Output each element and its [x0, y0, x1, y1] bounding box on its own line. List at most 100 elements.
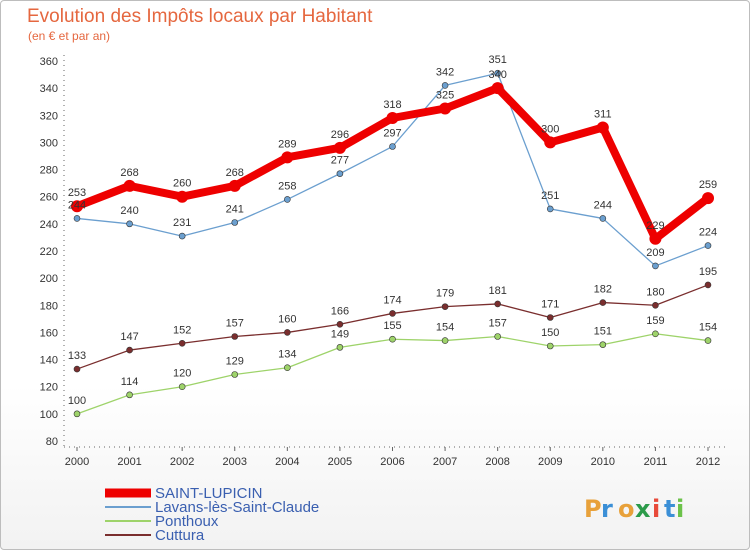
data-label: 297	[383, 128, 401, 140]
legend-label: Cuttura	[155, 527, 205, 544]
data-label: 209	[646, 247, 664, 259]
y-tick-label: 160	[40, 327, 58, 339]
data-label: 160	[278, 313, 296, 325]
data-point	[71, 200, 83, 213]
data-label: 157	[488, 318, 506, 330]
data-label: 180	[646, 286, 664, 298]
data-labels: 253 268 260 268 289 296 318 325 340 300 311 229 259 2…	[68, 54, 717, 407]
data-point	[73, 410, 81, 418]
series-4	[73, 281, 712, 373]
y-tick-label: 200	[40, 273, 58, 285]
data-label: 157	[226, 318, 244, 330]
series-3	[73, 330, 712, 418]
chart-subtitle: (en € et par an)	[28, 29, 111, 43]
data-point	[389, 310, 396, 317]
data-label: 174	[383, 294, 401, 306]
data-label: 179	[436, 288, 454, 300]
data-label: 260	[173, 178, 191, 190]
data-point	[73, 365, 81, 373]
logo-letter: P	[584, 495, 602, 523]
data-label: 342	[436, 66, 454, 78]
data-point	[73, 215, 81, 222]
data-label: 289	[278, 138, 296, 150]
x-tick-label: 2005	[328, 456, 352, 468]
data-label: 340	[488, 69, 506, 81]
data-point	[649, 232, 662, 245]
data-point	[281, 151, 294, 164]
data-label: 154	[436, 322, 454, 334]
data-point	[704, 281, 712, 289]
series-2	[73, 69, 712, 270]
data-label: 154	[699, 322, 717, 334]
data-label: 182	[594, 284, 612, 296]
y-tick-label: 280	[40, 165, 58, 177]
x-tick-label: 2008	[485, 456, 509, 468]
data-point	[336, 170, 344, 177]
data-point	[599, 215, 607, 222]
data-label: 134	[278, 349, 296, 361]
x-tick-label: 2001	[117, 456, 141, 468]
data-point	[702, 192, 714, 205]
data-label: 155	[383, 320, 401, 332]
data-label: 268	[120, 167, 138, 179]
legend-label: Lavans-lès-Saint-Claude	[155, 499, 319, 516]
data-point	[546, 342, 554, 350]
y-tick-label: 80	[46, 436, 58, 448]
data-point	[178, 339, 186, 347]
y-tick-label: 360	[40, 56, 58, 68]
data-label: 251	[541, 190, 559, 202]
logo-letter: r	[601, 495, 613, 523]
logo-letter: i	[652, 495, 660, 523]
data-label: 240	[120, 205, 138, 217]
data-point	[176, 190, 189, 203]
x-tick-label: 2007	[433, 456, 457, 468]
y-tick-label: 320	[40, 110, 58, 122]
data-point	[491, 82, 504, 95]
data-point	[178, 232, 186, 240]
data-point	[599, 341, 607, 348]
legend: SAINT-LUPICINLavans-lès-Saint-ClaudePont…	[105, 485, 319, 544]
data-point	[284, 364, 291, 372]
data-point	[599, 299, 607, 306]
data-point	[284, 329, 291, 336]
series-layer	[71, 69, 714, 418]
data-label: 253	[68, 187, 86, 199]
data-point	[389, 335, 396, 343]
data-point	[546, 205, 554, 213]
data-label: 325	[436, 90, 454, 102]
data-point	[544, 136, 557, 149]
data-label: 129	[226, 356, 244, 368]
data-point	[441, 303, 449, 310]
data-point	[178, 383, 186, 391]
legend-label: SAINT-LUPICIN	[155, 485, 263, 502]
data-label: 147	[120, 331, 138, 343]
series-line	[76, 333, 709, 415]
data-point	[284, 196, 291, 203]
data-label: 268	[226, 167, 244, 179]
y-tick-label: 100	[40, 409, 58, 421]
data-point	[439, 102, 452, 115]
data-label: 159	[646, 315, 664, 327]
data-point	[389, 143, 396, 150]
y-tick-label: 140	[40, 355, 58, 367]
x-tick-label: 2009	[538, 456, 562, 468]
data-label: 296	[331, 129, 349, 141]
data-label: 224	[699, 227, 717, 239]
data-label: 277	[331, 155, 349, 167]
y-tick-label: 180	[40, 300, 58, 312]
y-tick-label: 260	[40, 192, 58, 204]
data-point	[652, 301, 659, 309]
data-label: 152	[173, 324, 191, 336]
data-point	[494, 69, 501, 77]
data-label: 258	[278, 180, 296, 192]
x-tick-label: 2003	[223, 456, 247, 468]
data-point	[704, 242, 712, 249]
data-point	[652, 330, 659, 338]
data-point	[652, 262, 659, 270]
data-label: 244	[68, 199, 86, 211]
data-label: 133	[68, 350, 86, 362]
data-label: 114	[121, 376, 139, 388]
x-tick-label: 2011	[644, 456, 668, 468]
logo-letter: x	[635, 495, 651, 523]
